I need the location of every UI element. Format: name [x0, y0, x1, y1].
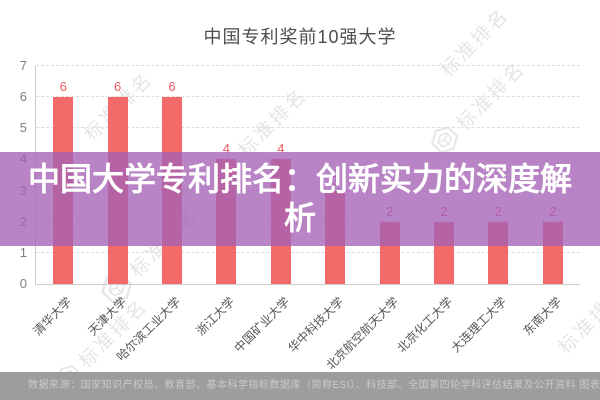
y-axis-tick-label: 6	[19, 89, 27, 105]
x-axis-category-label: 大连理工大学	[448, 294, 510, 356]
headline-overlay-band: 中国大学专利排名：创新实力的深度解析	[0, 152, 600, 246]
y-axis-tick-label: 7	[19, 58, 27, 73]
gridline	[36, 251, 580, 253]
gridline	[36, 96, 580, 98]
x-axis-category-label: 清华大学	[30, 294, 75, 339]
brand-watermark-label: 标准排名	[554, 281, 600, 359]
y-axis-tick-label: 0	[19, 276, 27, 291]
x-axis-category-label: 北京化工大学	[394, 294, 456, 356]
y-axis-tick-label: 1	[19, 244, 27, 260]
x-axis-category-label: 中国矿业大学	[231, 294, 293, 356]
y-axis-tick-label: 5	[19, 120, 27, 136]
bar-value-label: 4	[222, 141, 231, 157]
x-axis-category-label: 浙江大学	[193, 294, 238, 339]
gridline	[36, 127, 580, 129]
chart-title: 中国专利奖前10强大学	[203, 27, 397, 47]
footer-source-bar: 数据来源：国家知识产权局、教育部、基本科学指标数据库（简称ESI）、科技部、全国…	[0, 372, 600, 400]
watermark: 标准排名	[551, 278, 600, 359]
bar-value-label: 4	[277, 141, 285, 157]
bar-value-label: 6	[113, 79, 122, 95]
bar-value-label: 6	[59, 79, 67, 95]
gridline	[36, 65, 580, 66]
bar-value-label: 6	[168, 79, 176, 95]
footer-source-text: 数据来源：国家知识产权局、教育部、基本科学指标数据库（简称ESI）、科技部、全国…	[28, 380, 600, 391]
headline-text: 中国大学专利排名：创新实力的深度解析	[27, 161, 572, 236]
